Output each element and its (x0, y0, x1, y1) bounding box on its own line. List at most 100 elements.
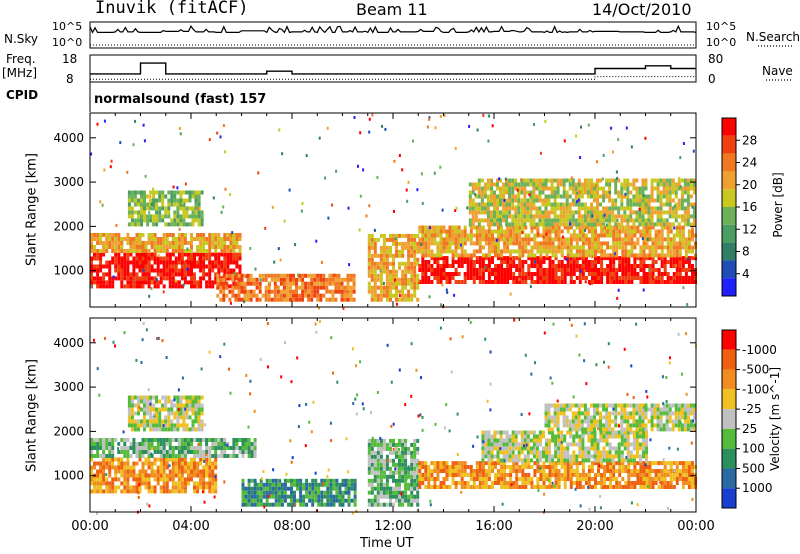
power-cell (533, 256, 537, 261)
velocity-cell (111, 461, 115, 466)
power-cell (620, 222, 624, 227)
power-cell (583, 190, 587, 195)
power-cell (410, 241, 414, 246)
power-cell (574, 194, 578, 199)
power-cell (196, 264, 200, 269)
velocity-cell (159, 446, 163, 450)
power-cell (656, 222, 660, 227)
velocity-cell (177, 450, 181, 454)
velocity-cell (105, 489, 109, 494)
power-cell (683, 210, 687, 215)
power-cell (669, 245, 673, 250)
power-cell (214, 233, 218, 237)
power-cell (373, 293, 377, 298)
velocity-cell (185, 415, 189, 420)
velocity-cell (569, 485, 573, 489)
velocity-cell (398, 502, 401, 507)
power-cell (282, 285, 286, 290)
power-cell (678, 256, 682, 261)
power-cell (183, 241, 187, 245)
power-cell (343, 293, 347, 298)
power-cell (651, 280, 655, 284)
power-cell (102, 245, 106, 249)
power-speck (99, 200, 102, 204)
power-cell (484, 233, 488, 238)
power-cell (158, 214, 162, 219)
power-cell (174, 237, 178, 241)
power-cell (401, 233, 405, 238)
velocity-cell (382, 462, 386, 467)
power-cell (527, 264, 531, 268)
power-cell (502, 206, 506, 211)
power-speck (376, 175, 379, 179)
power-cell (322, 281, 326, 286)
power-cell (418, 268, 422, 272)
power-cell (255, 297, 259, 302)
velocity-cell (594, 481, 597, 485)
velocity-cell (168, 450, 172, 454)
power-cell (398, 297, 401, 302)
power-cell (684, 280, 688, 284)
power-speck (625, 126, 628, 130)
power-cell (96, 272, 100, 277)
power-cell (176, 214, 180, 219)
power-cell (645, 256, 649, 261)
power-cell (545, 268, 549, 272)
velocity-cell (401, 466, 405, 471)
power-cell (568, 202, 572, 207)
velocity-cell (253, 482, 257, 487)
power-speck (688, 240, 691, 244)
velocity-cell (129, 465, 133, 470)
power-cell (608, 206, 612, 211)
power-cell (624, 268, 628, 272)
power-speck (453, 293, 456, 297)
velocity-cell (524, 481, 528, 485)
power-cell (185, 190, 189, 195)
power-cell (144, 280, 148, 285)
power-cell (645, 229, 649, 234)
velocity-cell (554, 461, 558, 466)
power-cell (404, 281, 408, 286)
power-cell (686, 182, 690, 187)
velocity-cell (156, 481, 160, 486)
power-cell (395, 245, 398, 250)
power-cell (111, 284, 115, 289)
power-cell (379, 249, 383, 254)
power-cell (454, 260, 458, 264)
power-cell (678, 241, 682, 246)
velocity-cell (159, 461, 163, 466)
power-cell (481, 276, 485, 280)
velocity-cell (401, 490, 405, 495)
power-cell (517, 202, 521, 207)
power-cell (292, 289, 295, 294)
power-cell (282, 293, 286, 298)
power-cell (246, 277, 250, 282)
power-cell (578, 253, 582, 258)
velocity-cell (395, 490, 398, 495)
velocity-cell (373, 486, 377, 491)
power-cell (618, 237, 622, 242)
power-cell (663, 264, 667, 268)
power-cell (684, 241, 688, 246)
power-cell (623, 186, 627, 191)
power-cell (144, 241, 148, 245)
power-cell (551, 241, 555, 246)
power-cell (557, 229, 561, 234)
velocity-cell (481, 469, 485, 473)
power-cell (594, 264, 597, 268)
velocity-cell (314, 478, 318, 483)
power-cell (190, 237, 193, 241)
velocity-cell (247, 490, 251, 495)
velocity-cell (147, 465, 151, 470)
velocity-cell (548, 465, 552, 469)
power-cell (559, 206, 563, 211)
power-cell (641, 190, 645, 195)
power-cell (240, 285, 244, 290)
velocity-cell (153, 438, 157, 442)
power-cell (662, 210, 666, 215)
power-cell (161, 198, 165, 203)
power-cell (127, 198, 131, 203)
power-cell (367, 269, 371, 274)
power-cell (642, 237, 646, 242)
power-cell (644, 178, 648, 183)
